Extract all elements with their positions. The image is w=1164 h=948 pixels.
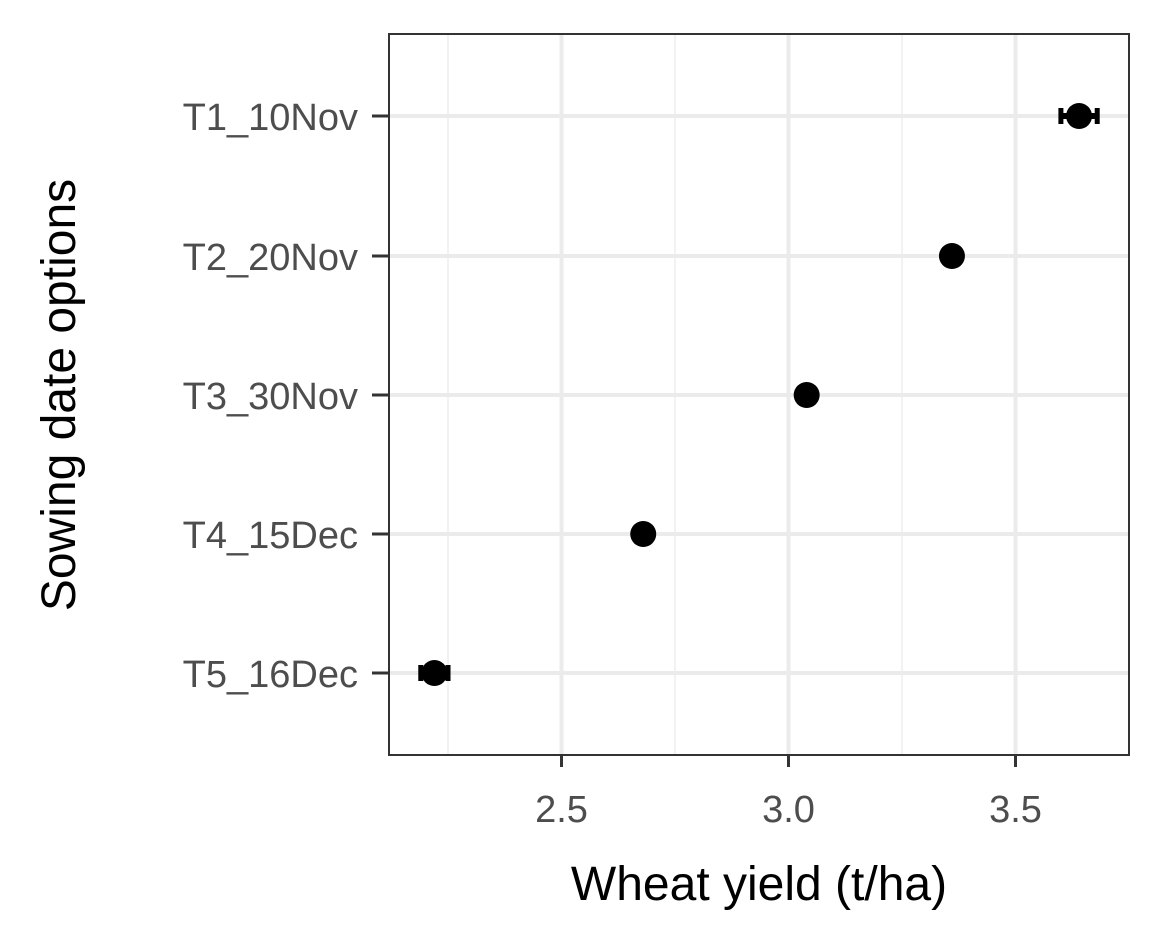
x-axis-ticks: 2.5 3.0 3.5: [535, 755, 1042, 831]
x-tick-label: 3.5: [989, 789, 1042, 831]
y-tick-label: T3_30Nov: [183, 376, 358, 418]
data-point: [421, 660, 448, 686]
x-axis-title: Wheat yield (t/ha): [571, 858, 947, 911]
x-tick-label: 3.0: [762, 789, 815, 831]
y-tick-label: T1_10Nov: [183, 97, 358, 139]
y-axis-title: Sowing date options: [33, 179, 86, 611]
data-points: [418, 103, 1100, 686]
x-tick-label: 2.5: [535, 789, 588, 831]
y-tick-label: T4_15Dec: [183, 515, 358, 557]
data-point: [938, 243, 965, 269]
data-point: [1066, 103, 1093, 129]
y-tick-label: T2_20Nov: [183, 237, 358, 279]
y-tick-label: T5_16Dec: [183, 654, 358, 696]
y-axis-ticks: T1_10Nov T2_20Nov T3_30Nov T4_15Dec T5_16Dec: [183, 97, 389, 696]
data-point: [630, 521, 657, 547]
data-point: [793, 382, 820, 408]
grid-major: [389, 34, 1129, 755]
